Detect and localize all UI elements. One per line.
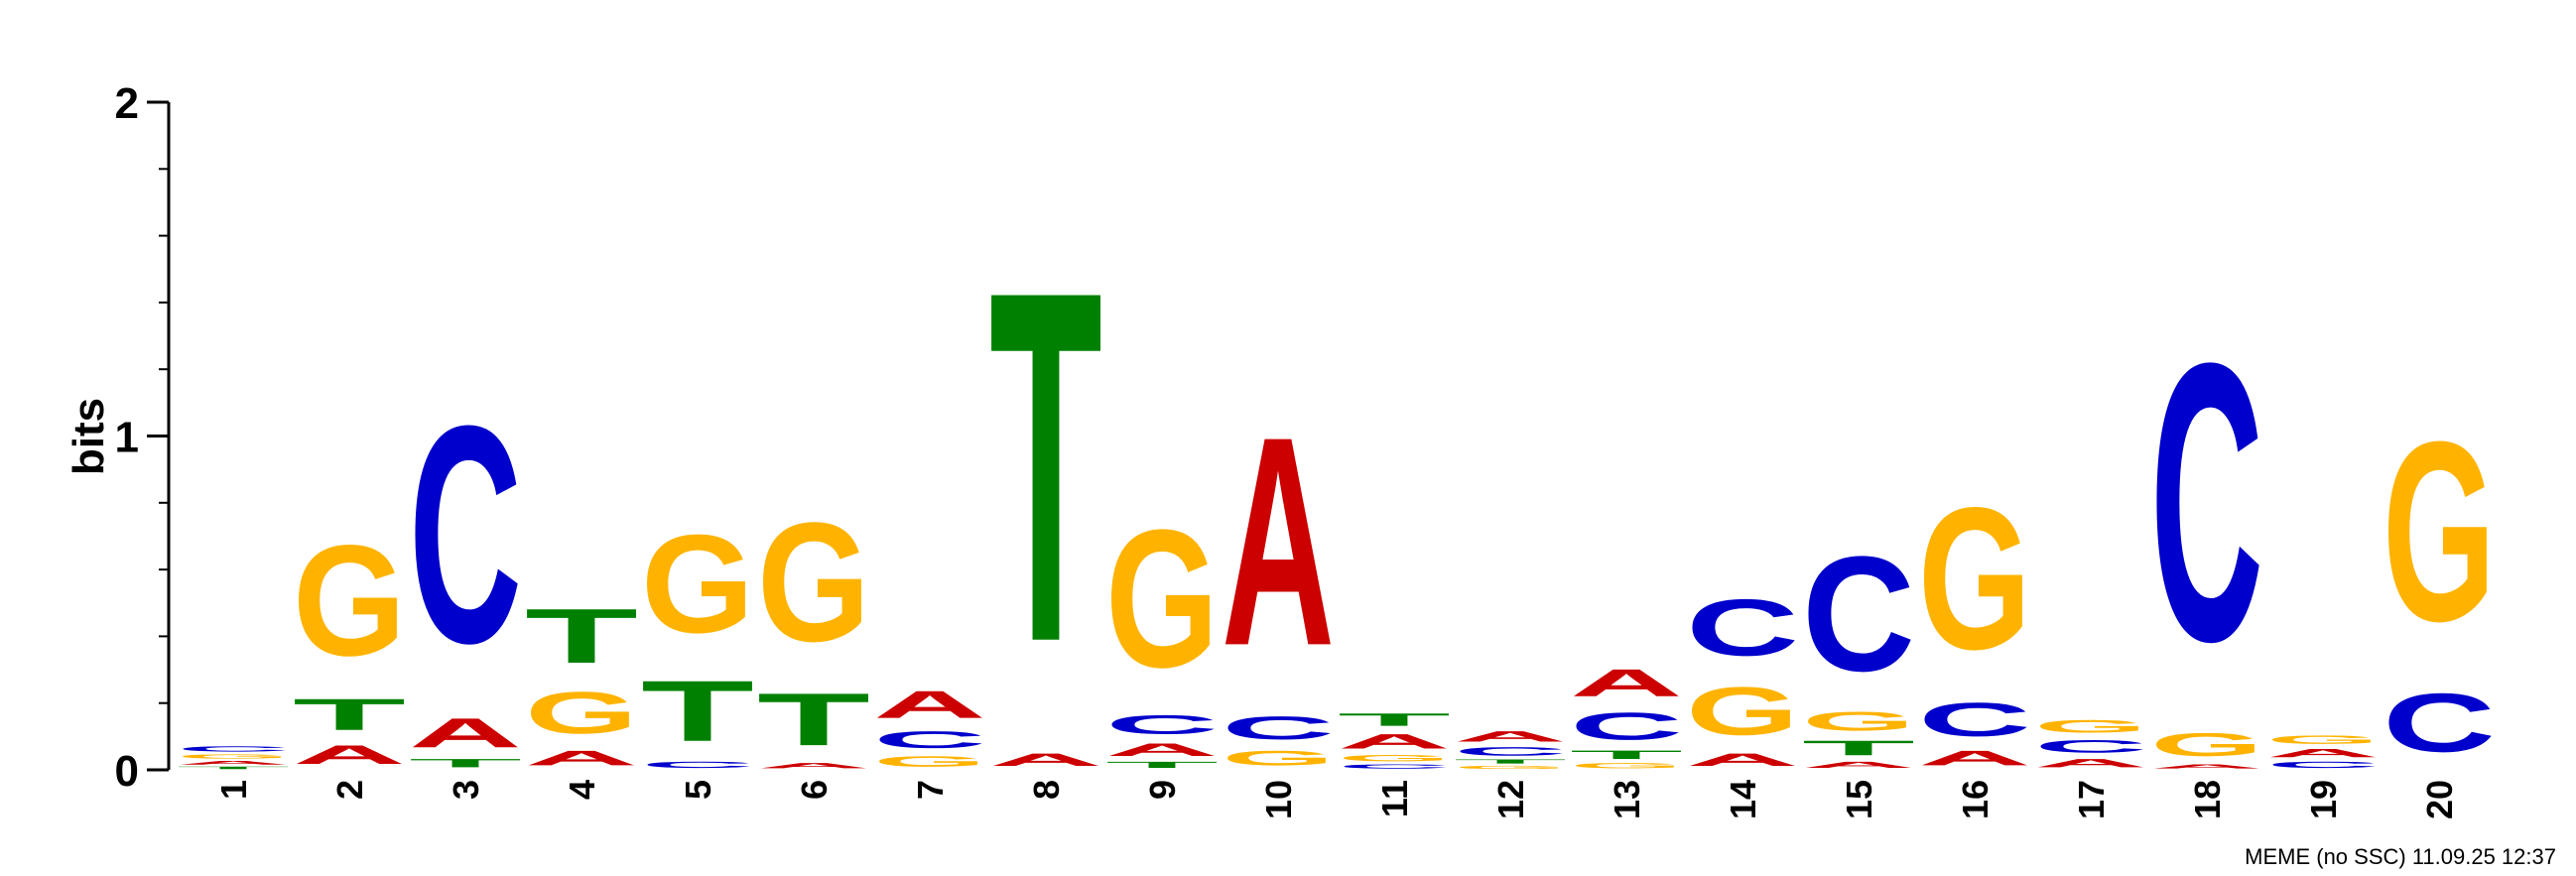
logo-letter-c: C <box>1454 745 1567 758</box>
logo-letter-a: A <box>1686 750 1799 770</box>
logo-letter-a: A <box>1338 729 1451 753</box>
logo-letter-g: G <box>1105 488 1219 708</box>
logo-letter-g: G <box>1570 762 1683 770</box>
footer-label: MEME (no SSC) 11.09.25 12:37 <box>2245 844 2556 869</box>
logo-letter-a: A <box>293 739 406 769</box>
logo-letter-a: A <box>873 684 986 726</box>
logo-letter-t: T <box>757 678 870 761</box>
logo-letter-c: C <box>1570 705 1683 748</box>
logo-letter-t: T <box>293 689 406 739</box>
logo-letter-a: A <box>1570 662 1683 704</box>
logo-letter-a: A <box>1105 740 1219 760</box>
logo-letter-g: G <box>1802 706 1915 736</box>
x-tick-label: 15 <box>1839 780 1879 819</box>
y-tick-label: 0 <box>115 747 139 796</box>
logo-letter-c: C <box>873 726 986 753</box>
logo-letter-g: G <box>1918 465 2031 692</box>
x-tick-labels: 1 2 3 4 5 6 7 8 9 10 11 12 13 14 15 16 17 18 19 20 <box>213 780 2460 819</box>
logo-letter-a: A <box>1454 728 1567 745</box>
logo-letter-a: A <box>177 760 290 766</box>
y-tick-label: 1 <box>115 414 139 462</box>
logo-letter-g: G <box>873 753 986 770</box>
logo-letter-c: C <box>409 362 522 707</box>
x-tick-label: 8 <box>1026 780 1067 800</box>
logo-letter-a: A <box>757 762 870 770</box>
logo-letter-a: A <box>2034 757 2147 770</box>
y-tick-label: 2 <box>115 79 139 128</box>
logo-letter-a: A <box>1802 760 1915 770</box>
logo-letter-g: G <box>2383 388 2496 675</box>
logo-letter-a: A <box>1222 375 1335 708</box>
x-tick-label: 3 <box>446 780 486 800</box>
logo-letter-c: C <box>1686 582 1799 673</box>
logo-letter-g: G <box>1454 765 1567 770</box>
logo-letter-c: C <box>2383 677 2496 770</box>
logo-letter-g: G <box>177 753 290 760</box>
logo-letter-c: C <box>641 760 754 770</box>
x-tick-label: 10 <box>1258 780 1299 819</box>
logo-letter-g: G <box>2150 726 2263 763</box>
x-tick-label: 19 <box>2303 780 2344 819</box>
x-tick-label: 14 <box>1723 780 1763 819</box>
logo-letter-c: C <box>2034 736 2147 756</box>
logo-letter-c: C <box>2266 760 2380 770</box>
logo-letter-c: C <box>1338 763 1451 770</box>
x-tick-label: 7 <box>910 780 951 800</box>
logo-letter-t: T <box>1105 760 1219 770</box>
logo-letter-t: T <box>177 766 290 770</box>
logo-letter-t: T <box>1802 736 1915 759</box>
x-tick-label: 16 <box>1955 780 1996 819</box>
logo-letter-g: G <box>2034 716 2147 736</box>
logo-letter-c: C <box>1802 523 1915 705</box>
logo-letter-g: G <box>757 487 870 677</box>
logo-letter-t: T <box>641 663 754 760</box>
y-axis-label: bits <box>64 398 113 475</box>
logo-letter-a: A <box>2266 746 2380 759</box>
logo-letter-t: T <box>525 593 638 680</box>
logo-letter-t: T <box>409 757 522 770</box>
logo-letter-a: A <box>989 750 1102 770</box>
x-tick-label: 2 <box>329 780 370 800</box>
logo-letter-g: G <box>1338 753 1451 763</box>
logo-letter-g: G <box>1686 673 1799 749</box>
logo-letter-g: G <box>293 513 406 689</box>
x-tick-label: 4 <box>562 780 602 800</box>
logo-letter-c: C <box>2150 282 2263 724</box>
logo-letter-c: C <box>1105 709 1219 739</box>
y-ticks: 0 1 2 <box>115 79 169 796</box>
logo-letter-t: T <box>1338 709 1451 729</box>
logo-letter-g: G <box>1222 746 1335 770</box>
logo-letter-t: T <box>989 187 1102 746</box>
logo-letter-t: T <box>1454 758 1567 765</box>
logo-letter-g: G <box>2266 733 2380 746</box>
x-tick-label: 13 <box>1607 780 1647 819</box>
x-tick-label: 20 <box>2419 780 2460 819</box>
x-tick-label: 11 <box>1374 780 1415 817</box>
x-tick-label: 1 <box>213 780 254 800</box>
x-tick-label: 17 <box>2071 780 2112 819</box>
logo-letter-c: C <box>1222 710 1335 747</box>
logo-letter-a: A <box>1918 746 2031 770</box>
x-tick-label: 9 <box>1142 780 1183 800</box>
x-tick-label: 12 <box>1490 780 1531 819</box>
logo-letter-a: A <box>525 746 638 770</box>
logo-letter-c: C <box>177 745 290 753</box>
logo-letter-g: G <box>525 680 638 746</box>
logo-letter-t: T <box>1570 748 1683 761</box>
x-tick-label: 18 <box>2187 780 2228 819</box>
logo-letter-c: C <box>1918 692 2031 746</box>
logo-letter-a: A <box>2150 763 2263 770</box>
logo-letter-g: G <box>641 507 754 663</box>
x-tick-label: 5 <box>678 780 718 800</box>
logo-letter-a: A <box>409 709 522 756</box>
x-tick-label: 6 <box>794 780 835 800</box>
